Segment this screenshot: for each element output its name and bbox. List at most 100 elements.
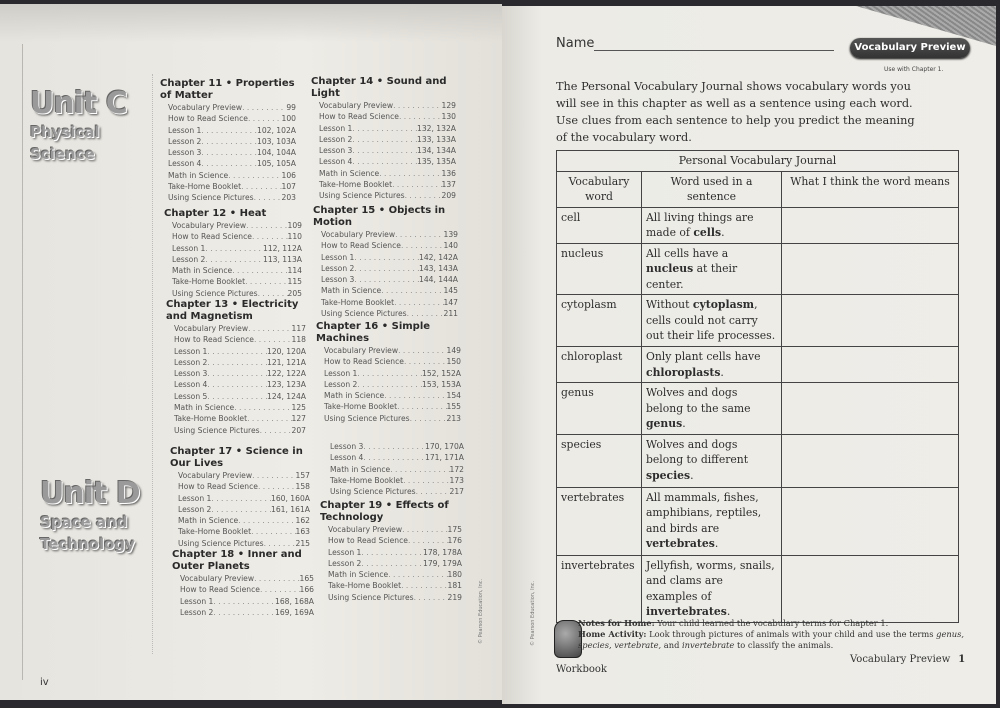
margin-line [22,44,23,680]
entry-name: Math in Science [330,464,391,474]
meaning-answer-cell[interactable] [781,433,959,488]
vocab-word: chloroplast [556,346,642,383]
dot-leader [201,136,257,147]
toc-entry: How to Read Science 130 [311,111,456,122]
meaning-answer-cell[interactable] [781,486,959,556]
dot-leader [388,569,447,580]
dot-leader [414,592,448,603]
sentence-text: . [682,417,686,430]
entry-name: Lesson 2 [319,134,353,144]
dot-leader [245,276,287,287]
dot-leader [399,111,442,122]
entry-name: Lesson 2 [321,263,355,273]
entry-name: Math in Science [174,403,235,413]
dot-leader [254,334,292,345]
meaning-answer-cell[interactable] [781,242,959,295]
toc-entry: Math in Science 125 [166,402,306,413]
entry-name: Lesson 1 [324,368,358,378]
table-row: cell All living things are made of cells. [556,206,959,244]
toc-entry: Vocabulary Preview 109 [164,220,302,231]
toc-entry: Lesson 5 124, 124A [166,391,306,402]
dot-leader [416,486,450,497]
activity-text: and [661,640,683,650]
chapter-16: Chapter 16 • Simple Machines Vocabulary P… [316,321,461,424]
chapter-11: Chapter 11 • Properties of Matter Vocabul… [160,78,296,204]
entry-name: Lesson 1 [174,346,208,356]
entry-name: Lesson 2 [174,357,208,367]
entry-page: 100 [281,114,297,124]
toc-entry: Using Science Pictures 205 [164,288,302,299]
dot-leader [354,274,419,285]
entry-page: 145 [443,286,459,296]
sentence-text: . [720,365,724,379]
entry-name: Lesson 4 [319,157,353,167]
toc-entry: Lesson 2 103, 103A [160,136,296,147]
meaning-answer-cell[interactable] [781,206,959,244]
column-header: What I think the word means [781,170,959,208]
dot-leader [384,390,446,401]
dot-leader [390,464,449,475]
entry-page: 99 [286,103,296,112]
entry-name: Vocabulary Preview [180,574,255,583]
unit-title: Unit C [30,86,128,121]
entry-page: 157 [295,471,311,480]
entry-page: 169, 169A [274,607,314,617]
toc-entry: Lesson 3 144, 144A [313,274,458,285]
toc-entry: Lesson 2 153, 153A [316,379,461,390]
entry-page: 139 [443,230,459,239]
entry-page: 172 [449,464,465,474]
toc-entry: Lesson 1 152, 152A [316,368,461,379]
entry-page: 103, 103A [256,136,296,146]
entry-name: Vocabulary Preview [328,525,403,534]
dot-leader [234,402,291,413]
example-sentence: Jellyfish, worms, snails, and clams are … [641,554,782,623]
toc-entry: Lesson 4 105, 105A [160,158,296,169]
entry-name: Using Science Pictures [168,193,254,203]
sentence-text: Wolves and dogs belong to different [646,437,749,467]
toc-entry: Math in Science 106 [160,170,296,181]
dot-leader [379,168,441,179]
vocab-word: cytoplasm [556,294,642,347]
vocabulary-journal-table: Personal Vocabulary Journal Vocabulary w… [556,150,959,623]
toc-entry: Lesson 4 135, 135A [311,156,456,167]
entry-page: 166 [299,585,315,595]
entry-name: How to Read Science [178,482,258,492]
toc-entry: Vocabulary Preview 165 [172,573,314,584]
entry-page: 179, 179A [422,558,462,568]
sentence-keyword: species [646,468,691,482]
meaning-answer-cell[interactable] [781,554,959,623]
entry-name: How to Read Science [168,114,248,124]
meaning-answer-cell[interactable] [781,346,959,383]
toc-entry: Using Science Pictures 209 [311,190,456,201]
toc-entry: Lesson 4 171, 171A [322,452,464,463]
toc-entry: Math in Science 114 [164,265,302,276]
vocab-word: nucleus [556,242,642,295]
entry-page: 123, 123A [266,380,306,390]
entry-name: Lesson 2 [328,558,362,568]
meaning-answer-cell[interactable] [781,382,959,435]
entry-page: 173 [449,475,465,485]
entry-name: Lesson 5 [174,391,208,401]
sentence-keyword: genus [646,417,683,430]
toc-entry: Math in Science 145 [313,285,458,296]
entry-page: 135, 135A [416,157,456,167]
dot-leader [205,243,263,254]
toc-entry: Lesson 1 112, 112A [164,243,302,254]
toc-entry: Using Science Pictures 217 [322,486,464,497]
toc-entry: Take-Home Booklet 155 [316,401,461,412]
entry-name: Lesson 4 [168,159,202,169]
toc-entry: How to Read Science 166 [172,584,314,595]
meaning-answer-cell[interactable] [781,294,959,347]
copyright: © Pearson Education, Inc. [478,578,484,644]
toc-entry: Vocabulary Preview 139 [313,229,458,240]
entry-page: 175 [447,525,463,534]
name-line[interactable] [594,50,834,51]
toc-entry: Lesson 4 123, 123A [166,379,306,390]
sentence-keyword: cells [693,226,722,239]
entry-page: 160, 160A [270,493,310,503]
entry-name: Using Science Pictures [178,538,264,548]
dot-leader [251,526,295,537]
toc-entry: Using Science Pictures 207 [166,425,306,436]
entry-page: 180 [447,570,463,580]
